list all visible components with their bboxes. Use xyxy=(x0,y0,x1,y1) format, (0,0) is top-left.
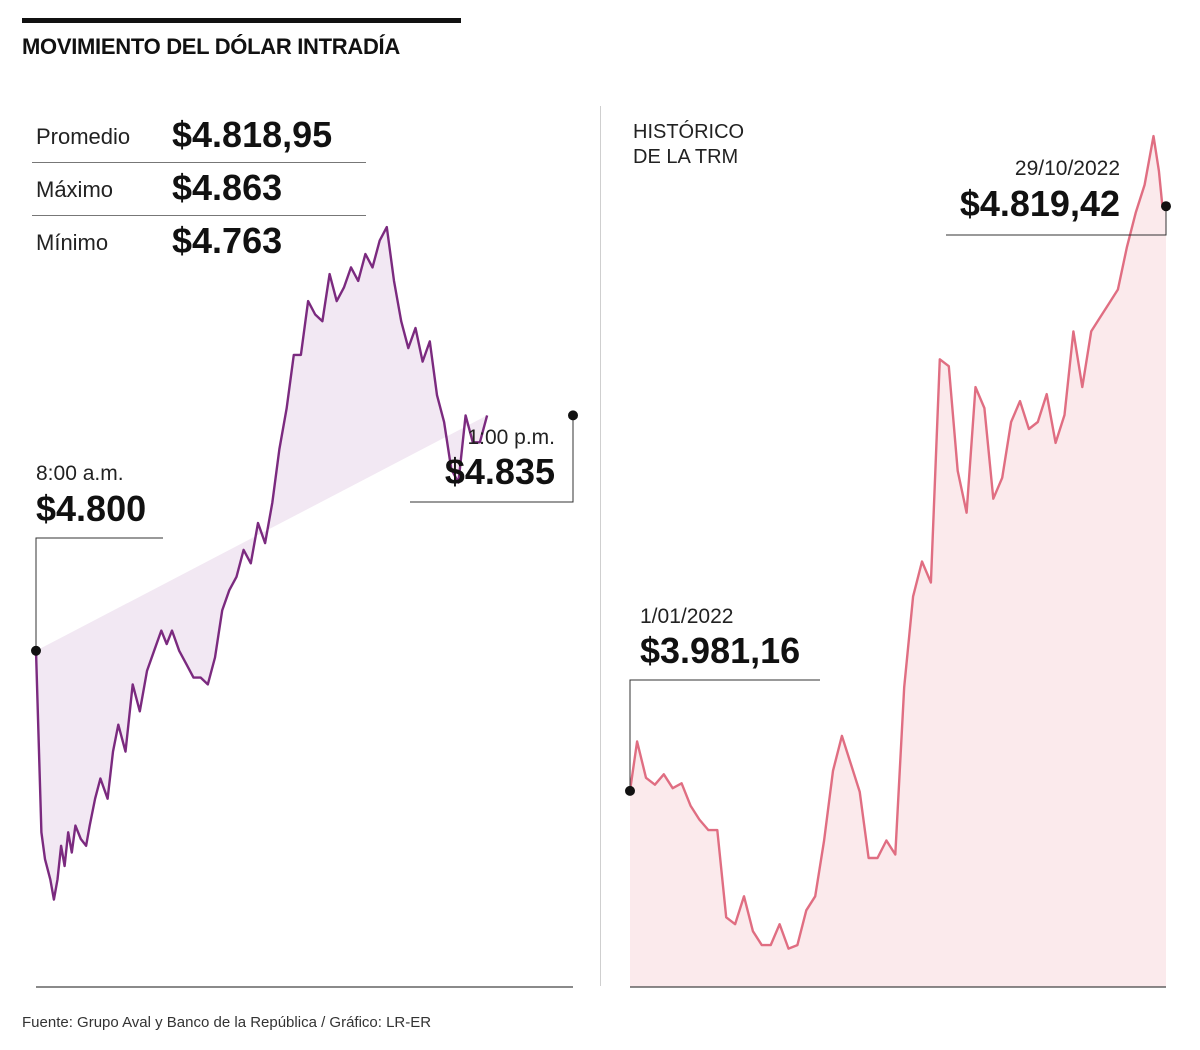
trm-start-date: 1/01/2022 xyxy=(640,605,734,628)
trm-end-value: $4.819,42 xyxy=(959,183,1120,224)
stat-label: Máximo xyxy=(36,177,114,202)
trm-chart xyxy=(625,134,1171,988)
intraday-end-value: $4.835 xyxy=(444,451,555,492)
historico_trm-end-point xyxy=(1161,201,1171,212)
historico_trm-series-line xyxy=(628,134,1166,950)
stat-maximo: Máximo $4.863 xyxy=(32,163,366,216)
trm-end-date: 29/10/2022 xyxy=(1014,157,1120,180)
intraday-end-time: 1:00 p.m. xyxy=(467,426,555,449)
stat-value: $4.863 xyxy=(172,167,283,208)
intraday-area-fill xyxy=(36,227,488,900)
stat-value: $4.818,95 xyxy=(172,114,333,155)
historico_trm-start-point xyxy=(625,785,635,796)
stat-value: $4.763 xyxy=(172,220,283,261)
stat-label: Promedio xyxy=(36,124,131,149)
stat-promedio: Promedio $4.818,95 xyxy=(32,110,366,163)
intraday-start-point xyxy=(31,645,41,656)
intraday-end-leader xyxy=(410,415,574,503)
source-note: Fuente: Grupo Aval y Banco de la Repúbli… xyxy=(22,1014,432,1031)
trm-title-text: HISTÓRICO DE LA TRM xyxy=(633,121,745,168)
intraday-start-value: $4.800 xyxy=(36,488,147,529)
trm-chart-title: HISTÓRICO DE LA TRM xyxy=(633,120,763,170)
historico_trm-area-fill xyxy=(630,136,1166,988)
historico_trm-start-leader xyxy=(629,679,820,791)
intraday-end-point xyxy=(568,410,578,421)
intraday-series-line xyxy=(34,225,489,901)
page-title: MOVIMIENTO DEL DÓLAR INTRADÍA xyxy=(22,34,400,59)
panel-divider xyxy=(600,106,601,986)
trm-start-value: $3.981,16 xyxy=(640,630,801,671)
intraday-chart xyxy=(31,225,578,988)
title-rule xyxy=(22,18,461,23)
stat-label: Mínimo xyxy=(36,230,109,255)
stat-minimo: Mínimo $4.763 xyxy=(32,216,366,268)
intraday-start-leader xyxy=(35,537,163,651)
intraday-start-time: 8:00 a.m. xyxy=(36,462,124,485)
historico_trm-end-leader xyxy=(946,206,1167,236)
